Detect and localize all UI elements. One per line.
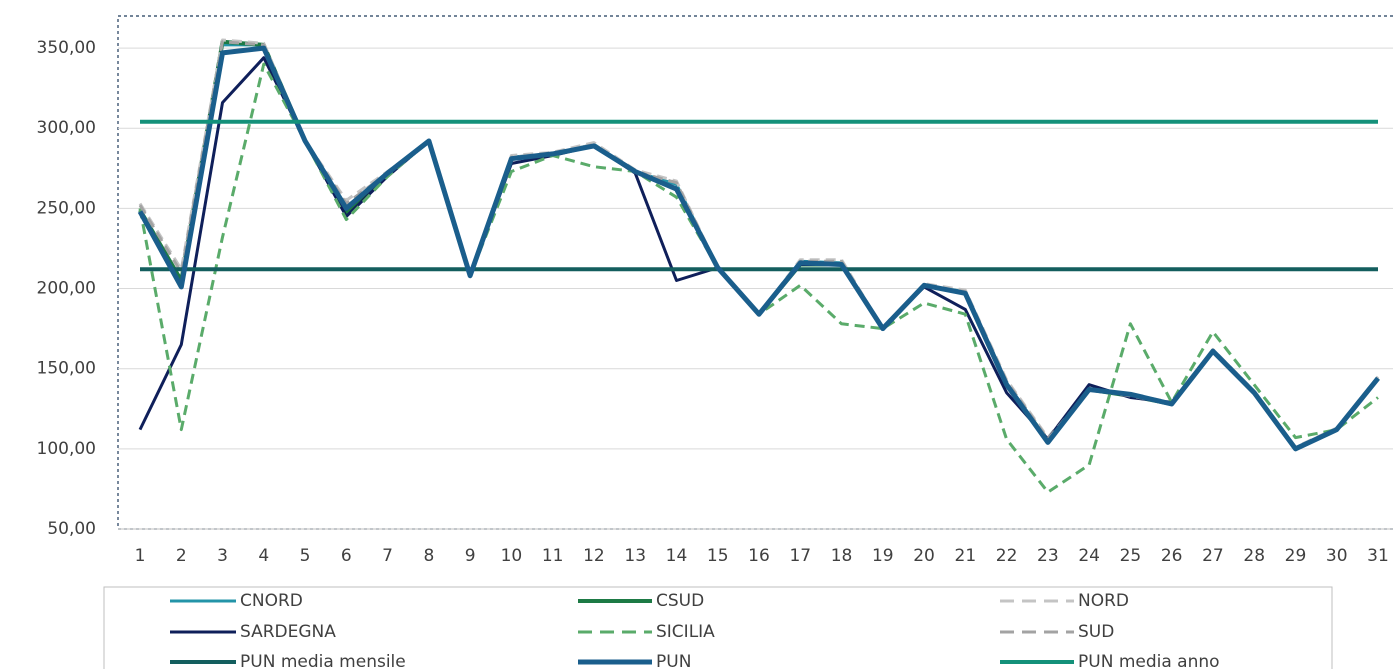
legend-box	[103, 586, 1333, 669]
y-tick-label: 100,00	[37, 439, 96, 459]
x-tick-label: 21	[955, 546, 977, 566]
legend-label: SICILIA	[656, 622, 715, 642]
legend-label: CSUD	[656, 591, 704, 611]
x-tick-label: 25	[1120, 546, 1142, 566]
y-tick-label: 150,00	[37, 359, 96, 379]
x-tick-label: 13	[624, 546, 646, 566]
legend-label: PUN media mensile	[240, 652, 406, 669]
legend-label: CNORD	[240, 591, 303, 611]
x-tick-label: 12	[583, 546, 605, 566]
x-tick-label: 7	[382, 546, 393, 566]
x-tick-label: 27	[1202, 546, 1224, 566]
x-tick-label: 23	[1037, 546, 1059, 566]
series-line	[138, 56, 1380, 451]
series-line	[137, 45, 1380, 452]
x-tick-label: 5	[300, 546, 311, 566]
x-tick-label: 26	[1161, 546, 1183, 566]
legend-label: PUN media anno	[1078, 652, 1220, 669]
x-tick-label: 16	[748, 546, 770, 566]
y-tick-label: 50,00	[47, 519, 96, 539]
series-line	[138, 38, 1380, 449]
x-tick-label: 8	[423, 546, 434, 566]
x-tick-label: 24	[1078, 546, 1100, 566]
x-tick-label: 22	[996, 546, 1018, 566]
x-tick-label: 10	[501, 546, 523, 566]
x-tick-label: 9	[465, 546, 476, 566]
x-tick-label: 30	[1326, 546, 1348, 566]
x-tick-label: 20	[913, 546, 935, 566]
x-tick-label: 11	[542, 546, 564, 566]
x-tick-label: 1	[135, 546, 146, 566]
x-tick-label: 18	[831, 546, 853, 566]
y-tick-label: 300,00	[37, 118, 96, 138]
x-tick-label: 31	[1367, 546, 1389, 566]
x-tick-label: 4	[258, 546, 269, 566]
y-tick-label: 350,00	[37, 38, 96, 58]
x-tick-label: 28	[1243, 546, 1265, 566]
legend-label: SUD	[1078, 622, 1114, 642]
series-line	[138, 39, 1380, 451]
legend-label: PUN	[656, 652, 691, 669]
series-line	[138, 43, 1380, 451]
x-tick-label: 2	[176, 546, 187, 566]
x-tick-label: 17	[789, 546, 811, 566]
x-tick-label: 15	[707, 546, 729, 566]
y-tick-label: 200,00	[37, 279, 96, 299]
x-tick-label: 3	[217, 546, 228, 566]
y-tick-label: 250,00	[37, 198, 96, 218]
x-tick-label: 14	[666, 546, 688, 566]
plot-border	[117, 15, 1393, 530]
x-tick-label: 29	[1285, 546, 1307, 566]
series-line	[138, 40, 1380, 451]
x-tick-label: 19	[872, 546, 894, 566]
legend-label: NORD	[1078, 591, 1129, 611]
legend-label: SARDEGNA	[240, 622, 336, 642]
x-tick-label: 6	[341, 546, 352, 566]
